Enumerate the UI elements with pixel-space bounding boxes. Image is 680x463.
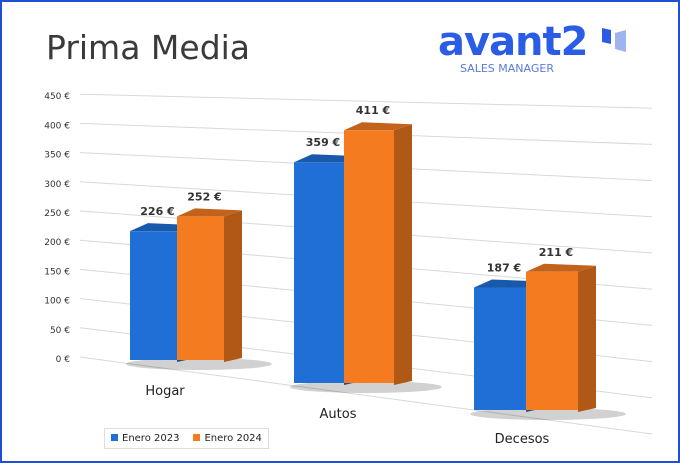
data-label: 187 € (487, 262, 521, 275)
bar-side (578, 265, 596, 412)
bar-hogar-2023 (130, 231, 177, 360)
legend-item-2024: Enero 2024 (193, 433, 262, 444)
data-label: 411 € (356, 104, 390, 117)
bar-shadow (290, 381, 442, 393)
y-tick-label: 250 € (44, 209, 70, 219)
y-tick-label: 300 € (44, 180, 70, 190)
bar-top (177, 208, 242, 217)
bar-side (394, 124, 412, 386)
bar-autos-2024 (344, 130, 394, 383)
category-label: Hogar (145, 384, 185, 399)
y-tick-label: 150 € (44, 267, 70, 277)
avant2-logo: avant2 SALES MANAGER (438, 19, 626, 75)
legend-swatch-icon (193, 434, 201, 441)
logo-mark-icon (602, 28, 626, 52)
legend: Enero 2023 Enero 2024 (104, 428, 269, 449)
legend-swatch-icon (111, 434, 118, 441)
chart-title: Prima Media (46, 28, 251, 67)
bar-autos-2023 (294, 162, 344, 383)
y-tick-label: 50 € (50, 326, 70, 336)
data-label: 226 € (140, 205, 174, 218)
data-label: 359 € (306, 136, 340, 149)
bar-hogar-2024 (177, 216, 224, 360)
category-label: Autos (320, 407, 357, 422)
gridline (79, 93, 653, 109)
y-tick-label: 400 € (44, 121, 70, 131)
y-tick-label: 350 € (44, 151, 70, 161)
bar-side (224, 210, 242, 362)
bar-decesos-2023 (474, 287, 526, 410)
y-tick-label: 0 € (56, 355, 71, 365)
logo-subtitle: SALES MANAGER (460, 62, 554, 75)
bar-top (344, 122, 412, 131)
bar-shadow (126, 358, 272, 370)
legend-label: Enero 2023 (122, 433, 180, 444)
y-tick-label: 450 € (44, 92, 70, 102)
y-tick-label: 100 € (44, 297, 70, 307)
legend-item-2023: Enero 2023 (111, 433, 179, 444)
bar-shadow (470, 408, 626, 420)
category-label: Decesos (495, 432, 550, 447)
data-label: 252 € (187, 190, 221, 203)
logo-word: avant2 (438, 19, 588, 65)
y-tick-label: 200 € (44, 238, 70, 248)
gridline (79, 356, 653, 435)
data-label: 211 € (539, 246, 573, 259)
bar-decesos-2024 (526, 271, 578, 410)
bar-top (526, 263, 596, 272)
legend-label: Enero 2024 (204, 433, 262, 444)
